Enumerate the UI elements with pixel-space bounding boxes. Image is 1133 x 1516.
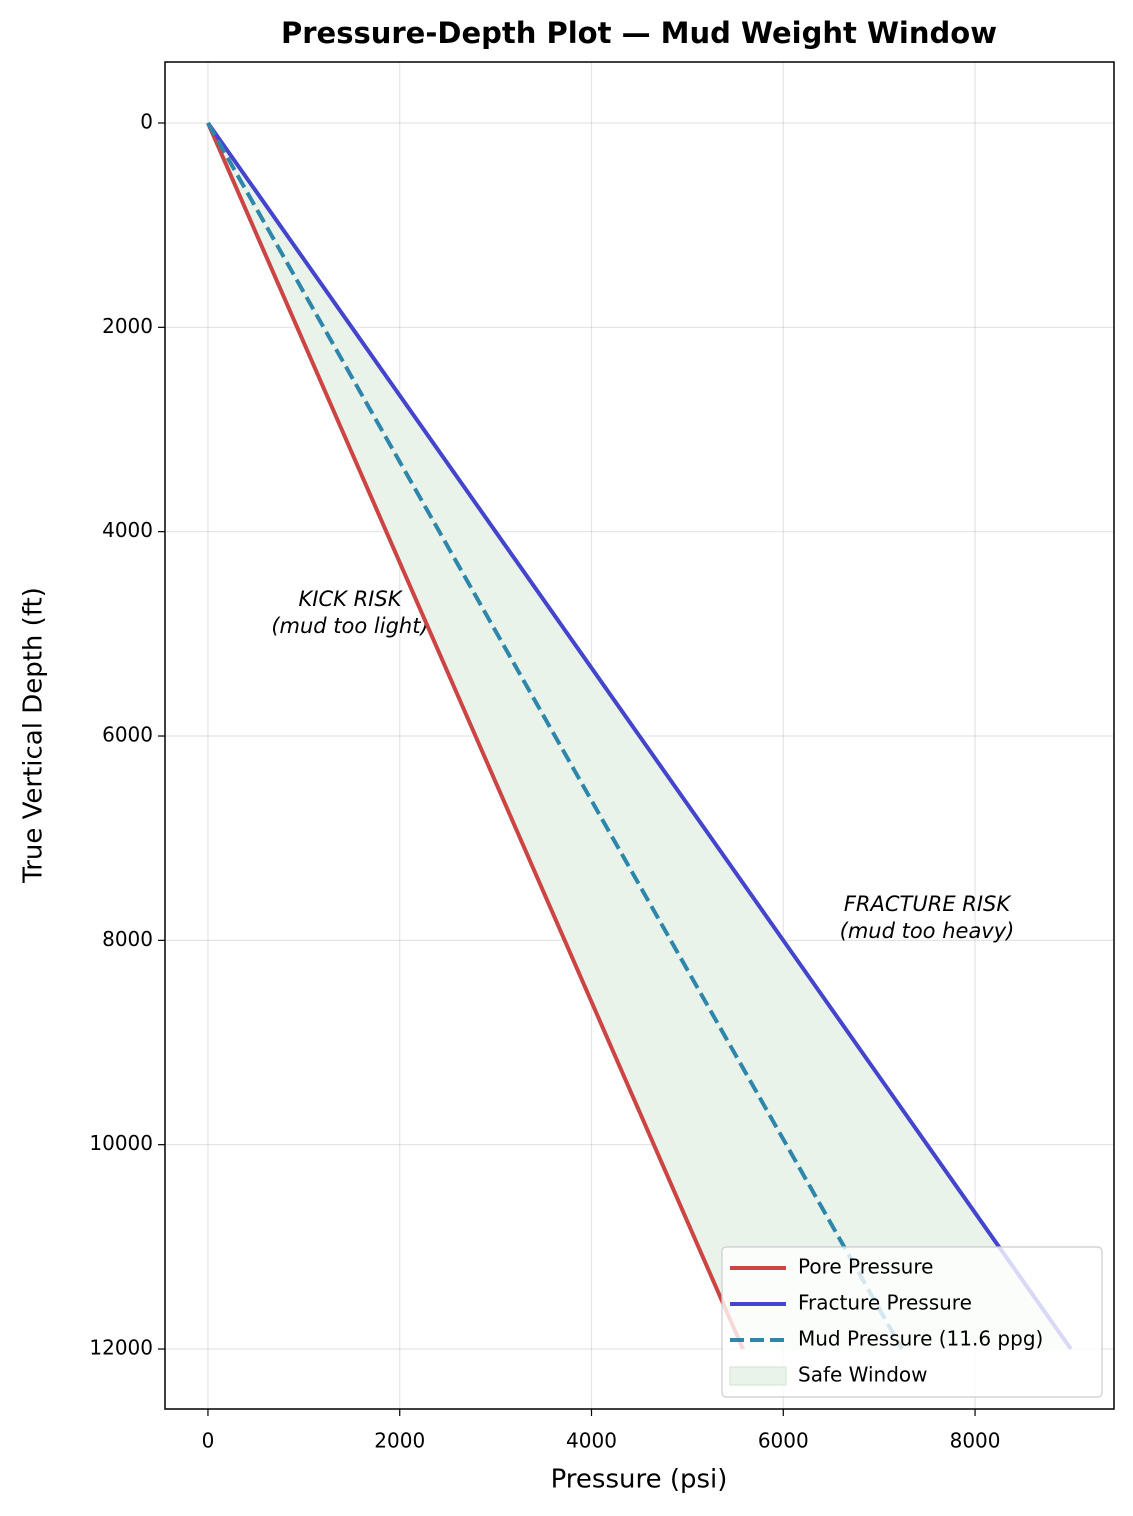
x-tick-label: 0 — [202, 1429, 215, 1453]
y-tick-label: 2000 — [102, 314, 153, 338]
series-line — [206, 122, 904, 1351]
y-axis-label: True Vertical Depth (ft) — [19, 587, 49, 884]
series-line — [206, 122, 745, 1350]
annotation: KICK RISK — [299, 587, 404, 611]
y-tick-label: 8000 — [102, 927, 153, 951]
x-axis-label: Pressure (psi) — [551, 1465, 728, 1495]
legend-label: Mud Pressure (11.6 ppg) — [798, 1327, 1043, 1351]
x-tick-label: 4000 — [566, 1429, 617, 1453]
y-tick-label: 10000 — [89, 1131, 153, 1155]
legend-swatch — [729, 1366, 787, 1386]
y-tick-label: 0 — [140, 109, 153, 133]
legend-label: Pore Pressure — [798, 1255, 933, 1279]
legend-box — [721, 1246, 1103, 1398]
y-tick-label: 4000 — [102, 518, 153, 542]
chart-title: Pressure-Depth Plot — Mud Weight Window — [281, 16, 997, 50]
series-line — [206, 121, 1073, 1351]
x-tick-label: 8000 — [950, 1429, 1001, 1453]
annotation: (mud too heavy) — [840, 919, 1015, 943]
plot-frame — [164, 61, 1115, 1410]
annotation: FRACTURE RISK — [844, 892, 1013, 916]
x-tick-label: 2000 — [374, 1429, 425, 1453]
annotation: (mud too light) — [271, 614, 428, 638]
x-tick-label: 6000 — [758, 1429, 809, 1453]
y-tick-label: 12000 — [89, 1336, 153, 1360]
y-tick-label: 6000 — [102, 723, 153, 747]
legend-label: Safe Window — [798, 1363, 928, 1387]
legend-label: Fracture Pressure — [798, 1291, 972, 1315]
